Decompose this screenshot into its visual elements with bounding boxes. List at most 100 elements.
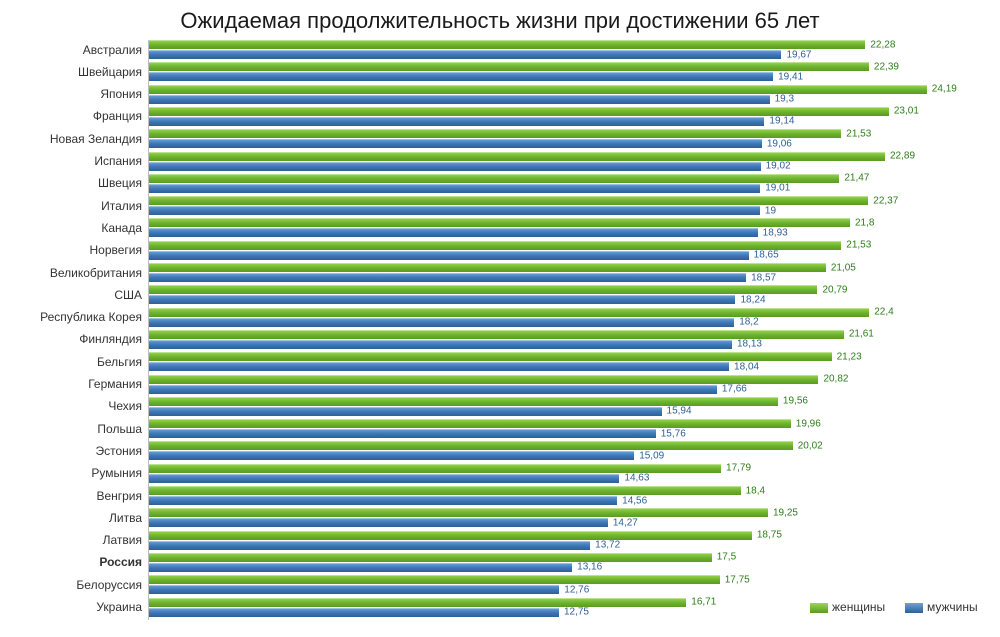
value-label-men: 18,2 xyxy=(739,317,758,328)
value-label-men: 14,63 xyxy=(624,473,649,484)
legend-swatch-men xyxy=(905,603,923,613)
category-label: Австралия xyxy=(83,43,142,57)
bar-men xyxy=(149,340,732,349)
bar-men xyxy=(149,474,619,483)
bar-women xyxy=(149,285,817,294)
bar-women xyxy=(149,375,818,384)
bar-women xyxy=(149,85,927,94)
value-label-women: 20,82 xyxy=(823,374,848,385)
category-label: Норвегия xyxy=(89,243,142,257)
category-label: Румыния xyxy=(91,466,142,480)
category-label: Франция xyxy=(93,109,142,123)
category-label: Чехия xyxy=(108,399,142,413)
value-label-women: 18,75 xyxy=(757,530,782,541)
bar-row: 21,5318,65 xyxy=(149,241,984,260)
value-label-women: 22,89 xyxy=(890,151,915,162)
value-label-men: 19,01 xyxy=(765,183,790,194)
bar-men xyxy=(149,585,559,594)
value-label-women: 19,25 xyxy=(773,507,798,518)
bar-men xyxy=(149,541,590,550)
category-axis: АвстралияШвейцарияЯпонияФранцияНовая Зел… xyxy=(10,40,148,620)
value-label-men: 18,04 xyxy=(734,361,759,372)
bar-men xyxy=(149,563,572,572)
bar-row: 20,7918,24 xyxy=(149,285,984,304)
value-label-men: 18,93 xyxy=(763,227,788,238)
value-label-men: 19,06 xyxy=(767,138,792,149)
plot-area: АвстралияШвейцарияЯпонияФранцияНовая Зел… xyxy=(10,40,984,620)
value-label-men: 19,41 xyxy=(778,71,803,82)
category-label: Италия xyxy=(101,199,142,213)
value-label-women: 18,4 xyxy=(746,485,765,496)
bar-row: 23,0119,14 xyxy=(149,107,984,126)
value-label-women: 21,23 xyxy=(837,351,862,362)
bar-row: 17,7914,63 xyxy=(149,464,984,483)
value-label-women: 19,96 xyxy=(796,418,821,429)
bar-women xyxy=(149,152,885,161)
bar-women xyxy=(149,352,832,361)
category-label: Финляндия xyxy=(79,332,142,346)
value-label-women: 20,79 xyxy=(822,284,847,295)
bar-men xyxy=(149,162,761,171)
bar-men xyxy=(149,50,781,59)
category-label: Испания xyxy=(94,154,142,168)
bar-men xyxy=(149,385,717,394)
bars-area: 22,2819,6722,3919,4124,1919,323,0119,142… xyxy=(148,40,984,620)
bar-row: 21,8 18,93 xyxy=(149,218,984,237)
value-label-women: 22,4 xyxy=(874,307,893,318)
category-label: Япония xyxy=(100,87,142,101)
bar-row: 20,0215,09 xyxy=(149,441,984,460)
bar-women xyxy=(149,598,686,607)
bar-women xyxy=(149,531,752,540)
bar-men xyxy=(149,518,608,527)
bar-women xyxy=(149,196,868,205)
bar-row: 21,47 19,01 xyxy=(149,174,984,193)
bar-men xyxy=(149,496,617,505)
legend-label-women: женщины xyxy=(832,600,885,614)
bar-women xyxy=(149,241,841,250)
value-label-men: 19,14 xyxy=(769,116,794,127)
value-label-men: 15,94 xyxy=(667,406,692,417)
chart-title: Ожидаемая продолжительность жизни при до… xyxy=(10,8,990,34)
category-label: Литва xyxy=(109,511,142,525)
value-label-men: 15,09 xyxy=(639,450,664,461)
bar-row: 22,3719 xyxy=(149,196,984,215)
bar-men xyxy=(149,273,746,282)
bar-men xyxy=(149,407,662,416)
bar-row: 19,5615,94 xyxy=(149,397,984,416)
value-label-women: 22,37 xyxy=(873,195,898,206)
value-label-women: 21,47 xyxy=(844,173,869,184)
value-label-men: 19,67 xyxy=(786,49,811,60)
bar-row: 20,8217,66 xyxy=(149,375,984,394)
bar-row: 22,4 18,2 xyxy=(149,308,984,327)
legend-item-women: женщины xyxy=(810,600,885,614)
bar-row: 17,513,16 xyxy=(149,553,984,572)
category-label: Бельгия xyxy=(97,355,142,369)
bar-row: 17,7512,76 xyxy=(149,575,984,594)
bar-women xyxy=(149,174,839,183)
bar-men xyxy=(149,251,749,260)
value-label-women: 24,19 xyxy=(932,84,957,95)
value-label-women: 21,53 xyxy=(846,240,871,251)
bar-women xyxy=(149,40,865,49)
bar-men xyxy=(149,429,656,438)
bar-women xyxy=(149,330,844,339)
bar-row: 22,2819,67 xyxy=(149,40,984,59)
category-label: США xyxy=(114,288,142,302)
legend-item-men: мужчины xyxy=(905,600,978,614)
category-label: Украина xyxy=(96,600,142,614)
category-label: Венгрия xyxy=(96,489,142,503)
bar-women xyxy=(149,441,793,450)
category-label: Республика Корея xyxy=(40,310,142,324)
bar-men xyxy=(149,117,764,126)
bar-men xyxy=(149,72,773,81)
bar-men xyxy=(149,362,729,371)
value-label-men: 19,02 xyxy=(766,161,791,172)
bar-row: 21,0518,57 xyxy=(149,263,984,282)
category-label: Великобритания xyxy=(50,266,142,280)
value-label-women: 21,8 xyxy=(855,217,874,228)
bar-women xyxy=(149,464,721,473)
bar-women xyxy=(149,263,826,272)
bar-men xyxy=(149,184,760,193)
value-label-men: 14,56 xyxy=(622,495,647,506)
bar-women xyxy=(149,107,889,116)
